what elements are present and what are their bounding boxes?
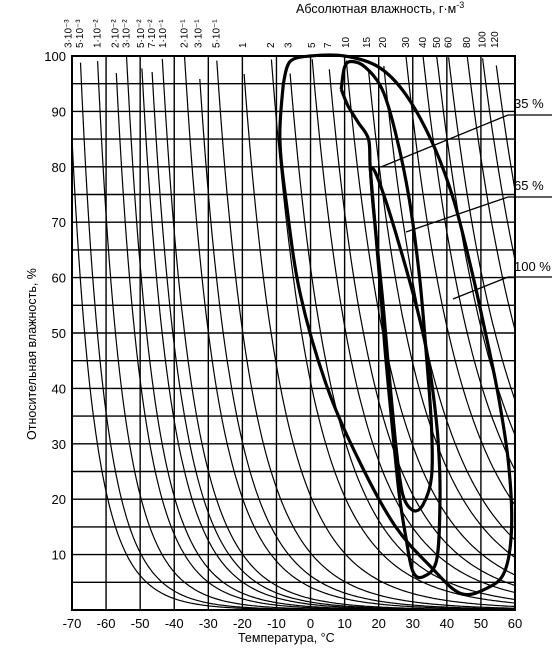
absolute-humidity-curve — [422, 55, 516, 471]
contour-label: 65 % — [514, 178, 544, 193]
top-axis-title-sup: -3 — [456, 0, 464, 10]
y-axis-title: Относительная влажность, % — [25, 268, 39, 440]
top-tick-label: 7 — [323, 42, 334, 48]
y-tick-label: 30 — [52, 437, 66, 452]
x-tick-label: 0 — [307, 616, 314, 631]
x-tick-label: -10 — [267, 616, 286, 631]
contour-label: 100 % — [514, 259, 551, 274]
y-tick-label: 20 — [52, 492, 66, 507]
top-tick-label: 80 — [462, 36, 473, 48]
y-tick-label: 60 — [52, 271, 66, 286]
x-axis-title: Температура, °С — [238, 631, 335, 645]
y-tick-label: 90 — [52, 104, 66, 119]
top-tick-label: 1·10⁻¹ — [158, 19, 169, 48]
top-tick-label: 3·10⁻² — [122, 19, 133, 48]
top-tick-label: 5 — [307, 42, 318, 48]
x-tick-labels: -70 -60 -50 -40 -30 -20 -10 0 10 20 30 40 50 60 — [63, 616, 523, 631]
absolute-humidity-curve — [405, 56, 516, 506]
y-tick-label: 10 — [52, 548, 66, 563]
y-tick-labels: 10 20 30 40 50 60 70 80 90 100 — [44, 49, 66, 563]
contour-leader-line — [380, 114, 509, 168]
top-tick-label: 2·10⁻¹ — [180, 19, 191, 48]
y-tick-label: 80 — [52, 160, 66, 175]
absolute-humidity-curve — [199, 78, 515, 610]
x-tick-label: -20 — [233, 616, 252, 631]
top-tick-label: 20 — [378, 36, 389, 48]
absolute-humidity-curve — [216, 60, 515, 609]
absolute-humidity-curve — [243, 73, 516, 608]
x-tick-label: -30 — [199, 616, 218, 631]
absolute-humidity-curve — [383, 65, 516, 541]
top-tick-label: 50 — [432, 36, 443, 48]
top-axis-title: Абсолютная влажность, г·м-3 — [296, 0, 464, 16]
plot-frame — [71, 55, 516, 611]
y-tick-label: 50 — [52, 326, 66, 341]
top-tick-label: 120 — [490, 31, 501, 48]
y-tick-label: 70 — [52, 215, 66, 230]
x-tick-label: 60 — [508, 616, 522, 631]
top-tick-label: 100 — [477, 31, 488, 48]
x-tick-label: 30 — [406, 616, 420, 631]
top-axis-title-text: Абсолютная влажность, г·м — [296, 2, 456, 16]
contour-leader-line — [405, 196, 509, 233]
contour-100-percent — [278, 53, 514, 597]
contour-label: 35 % — [514, 96, 544, 111]
top-tick-label: 5·10⁻³ — [75, 19, 86, 48]
top-tick-label: 10 — [341, 36, 352, 48]
contour-35-percent — [339, 59, 434, 513]
top-tick-label: 60 — [443, 36, 454, 48]
top-tick-label: 2·10⁻² — [110, 19, 121, 48]
absolute-humidity-curve — [71, 138, 515, 611]
absolute-humidity-curve — [495, 65, 516, 191]
absolute-humidity-curve — [115, 73, 515, 611]
contour-labels: 35 % 65 % 100 % — [380, 96, 552, 300]
top-tick-label: 3·10⁻¹ — [193, 19, 204, 48]
x-tick-label: 40 — [440, 616, 454, 631]
absolute-humidity-curve — [141, 68, 515, 611]
absolute-humidity-curve — [466, 56, 516, 331]
x-tick-label: 10 — [337, 616, 351, 631]
x-tick-label: -60 — [97, 616, 116, 631]
absolute-humidity-curve — [482, 58, 516, 261]
x-tick-label: 20 — [371, 616, 385, 631]
y-tick-label: 100 — [44, 49, 66, 64]
top-tick-label: 1·10⁻² — [92, 19, 103, 48]
top-tick-label: 5·10⁻² — [136, 19, 147, 48]
absolute-humidity-curve — [328, 69, 516, 587]
absolute-humidity-curve — [97, 61, 515, 611]
absolute-humidity-curve — [183, 55, 515, 610]
x-tick-label: 50 — [474, 616, 488, 631]
y-tick-label: 40 — [52, 381, 66, 396]
top-tick-label: 2 — [266, 42, 277, 48]
top-tick-label: 1 — [238, 42, 249, 48]
top-tick-label: 3 — [284, 42, 295, 48]
absolute-humidity-curve — [448, 57, 516, 401]
contour-leader-line — [452, 276, 509, 300]
top-tick-label: 5·10⁻¹ — [212, 19, 223, 48]
top-tick-label: 3·10⁻³ — [63, 19, 74, 48]
top-tick-label: 40 — [418, 36, 429, 48]
contours — [278, 53, 514, 597]
contour-65-percent — [368, 165, 442, 580]
x-tick-label: -40 — [165, 616, 184, 631]
top-tick-labels: 3·10⁻³ 5·10⁻³ 1·10⁻² 2·10⁻² 3·10⁻² 5·10⁻² 7·10… — [63, 19, 501, 48]
top-tick-label: 30 — [401, 36, 412, 48]
top-tick-label: 7·10⁻² — [147, 19, 158, 48]
x-tick-label: -50 — [131, 616, 150, 631]
x-tick-label: -70 — [63, 616, 82, 631]
top-tick-label: 15 — [362, 36, 373, 48]
absolute-humidity-curve — [367, 69, 516, 558]
